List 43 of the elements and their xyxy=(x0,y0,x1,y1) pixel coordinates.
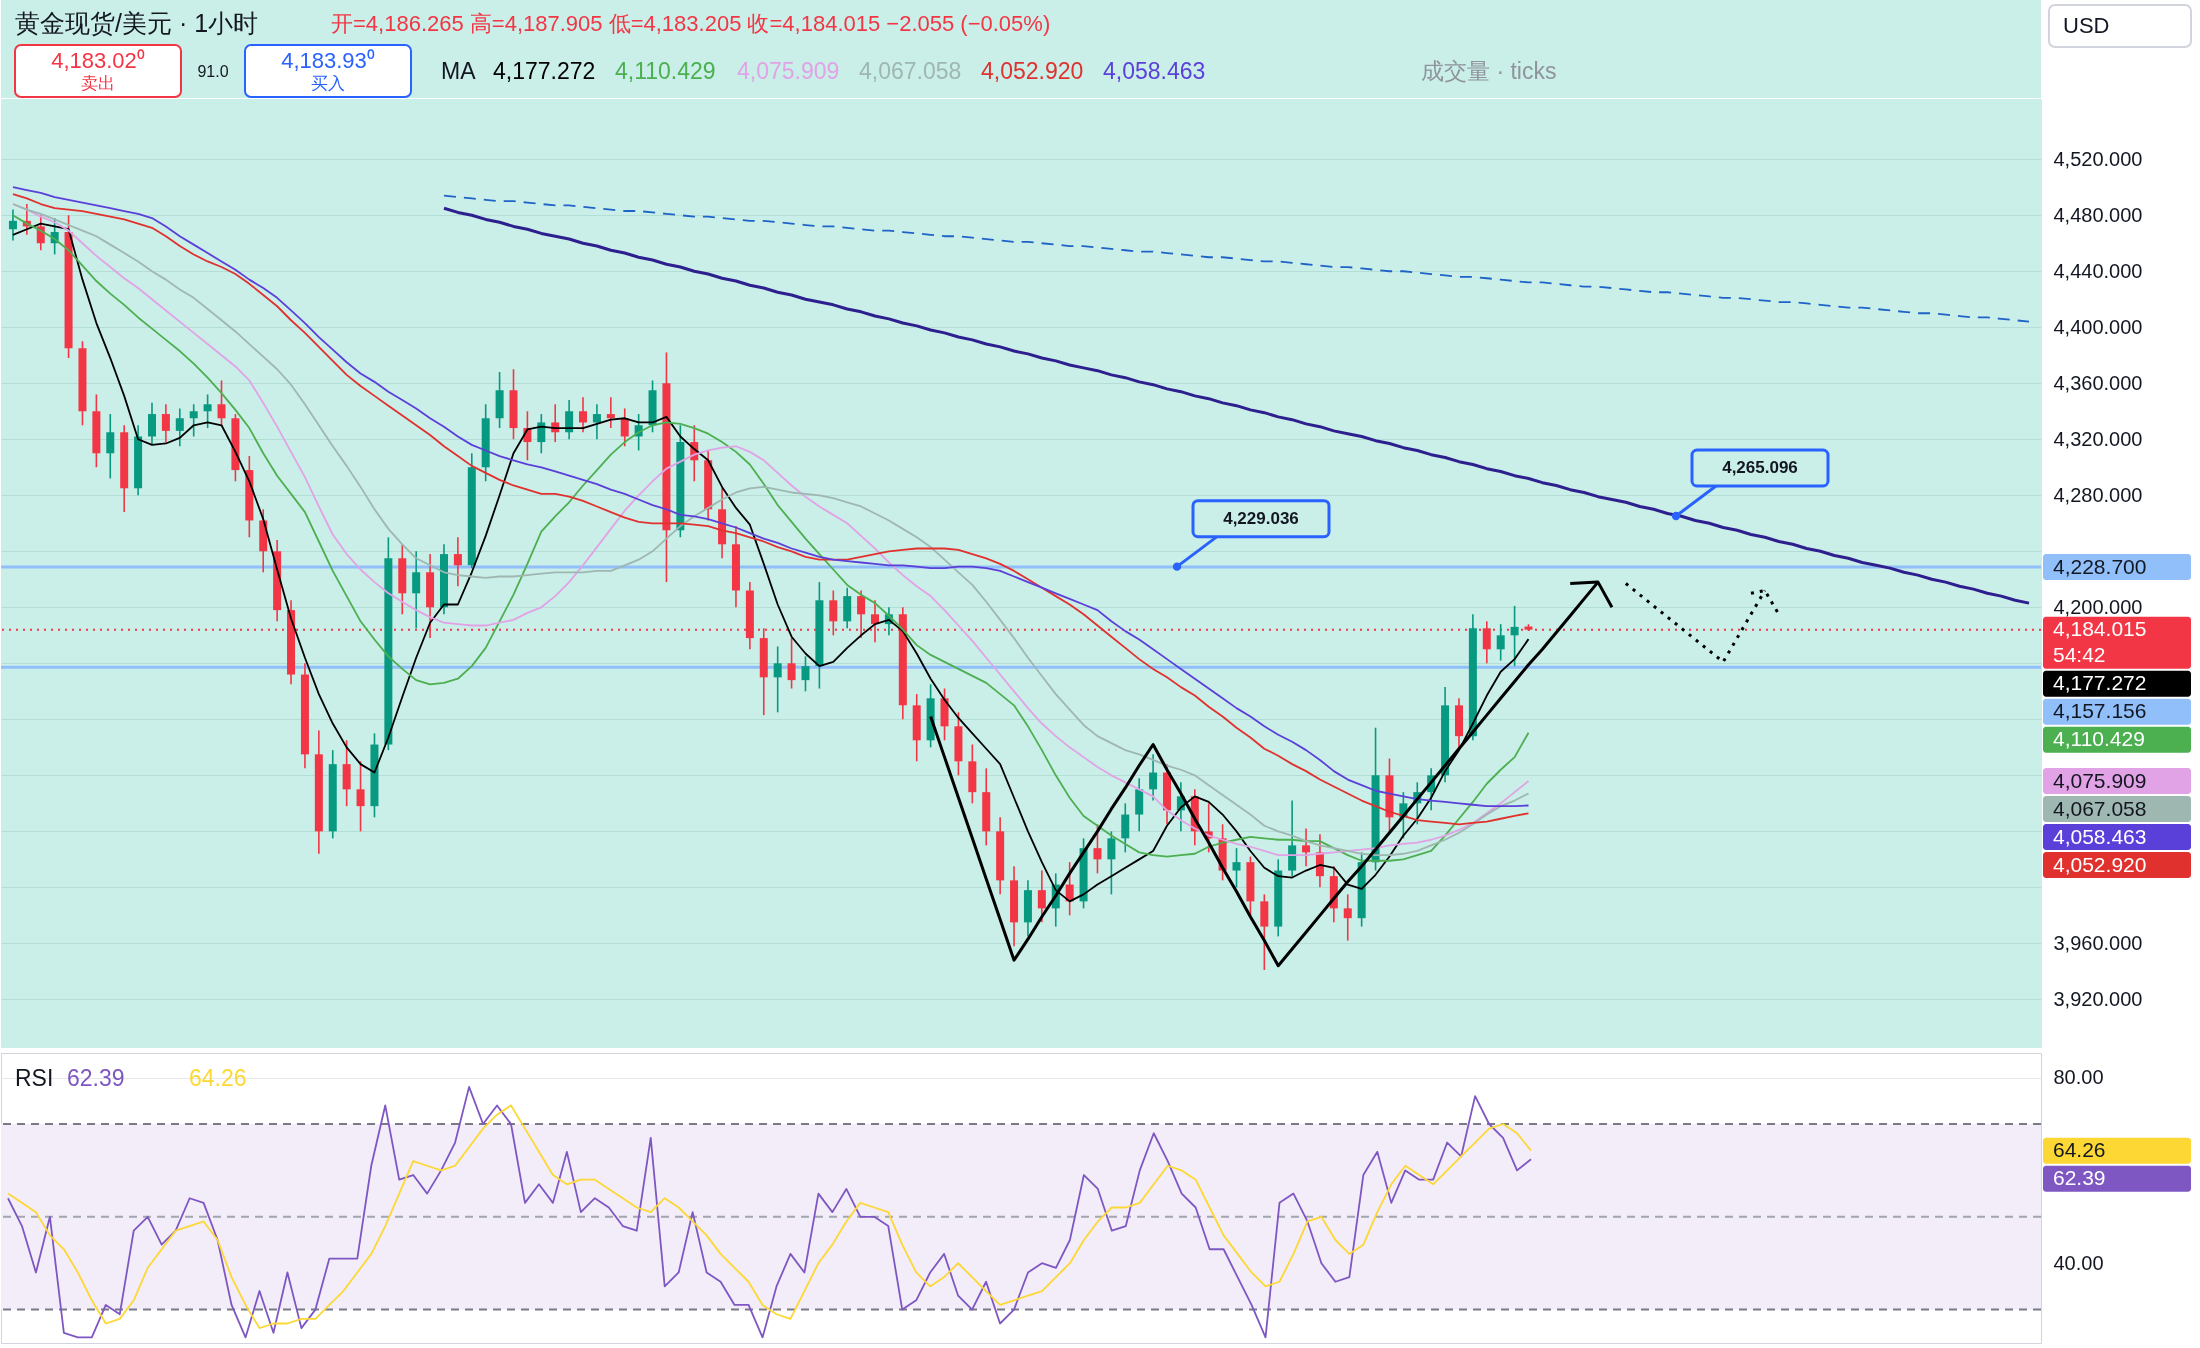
text: 4,075.909 xyxy=(737,58,840,84)
text: 4,058.463 xyxy=(1103,58,1206,84)
y-tick-label: 4,320.000 xyxy=(2053,427,2143,450)
text: 4,110.429 xyxy=(2053,727,2145,751)
y-tick-label: 4,400.000 xyxy=(2053,315,2143,338)
text: 4,183.02⁰ xyxy=(51,48,145,73)
text: 买入 xyxy=(311,74,345,93)
ref-line-label: 4,157.156 xyxy=(2053,699,2147,723)
text: 4,067.058 xyxy=(2053,796,2147,820)
y-tick-label: 80.00 xyxy=(2053,1066,2104,1089)
y-tick-label: 4,360.000 xyxy=(2053,371,2143,394)
text: 4,110.429 xyxy=(615,58,716,84)
ref-line-label: 4,184.015 54:42 xyxy=(2053,617,2147,667)
y-tick-label: 4,480.000 xyxy=(2053,203,2143,226)
text: 64.26 xyxy=(2053,1138,2106,1162)
text: 4,052.920 xyxy=(2053,852,2147,876)
y-tick-label: 4,440.000 xyxy=(2053,259,2143,282)
y-tick-label: 4,280.000 xyxy=(2053,483,2143,506)
y-tick-label: 40.00 xyxy=(2053,1251,2104,1274)
text: 4,058.463 xyxy=(2053,824,2147,848)
text: 4,177.272 xyxy=(493,58,596,84)
y-tick-label: 4,200.000 xyxy=(2053,595,2143,618)
text: USD xyxy=(2063,13,2110,38)
legend-title: MA xyxy=(441,58,477,84)
text: 4,177.272 xyxy=(2053,671,2147,695)
text: 4,075.909 xyxy=(2053,768,2147,792)
text: 62.39 xyxy=(2053,1166,2106,1190)
annotation: 4,229.036 xyxy=(1223,508,1299,528)
y-tick-label: 3,960.000 xyxy=(2053,931,2143,954)
y-tick-label: 4,520.000 xyxy=(2053,147,2143,170)
text: 4,052.920 xyxy=(981,58,1084,84)
y-tick-label: 3,920.000 xyxy=(2053,987,2143,1010)
ref-line-label: 4,228.700 xyxy=(2053,554,2147,578)
legend-title: RSI xyxy=(15,1065,54,1091)
text: 卖出 xyxy=(81,74,115,93)
chart-subtitle: 开=4,186.265 高=4,187.905 低=4,183.205 收=4,184.015 −2.055 (−0.05%) xyxy=(331,11,1051,36)
annotation: 4,265.096 xyxy=(1722,458,1798,477)
annotation: 64.26 xyxy=(189,1065,247,1091)
text: 4,183.93⁰ xyxy=(281,48,375,73)
text: 91.0 xyxy=(197,63,229,80)
text: 成交量 · ticks xyxy=(1421,58,1557,84)
chart-title: 黄金现货/美元 · 1小时 xyxy=(15,9,259,37)
annotation: 62.39 xyxy=(67,1065,125,1091)
